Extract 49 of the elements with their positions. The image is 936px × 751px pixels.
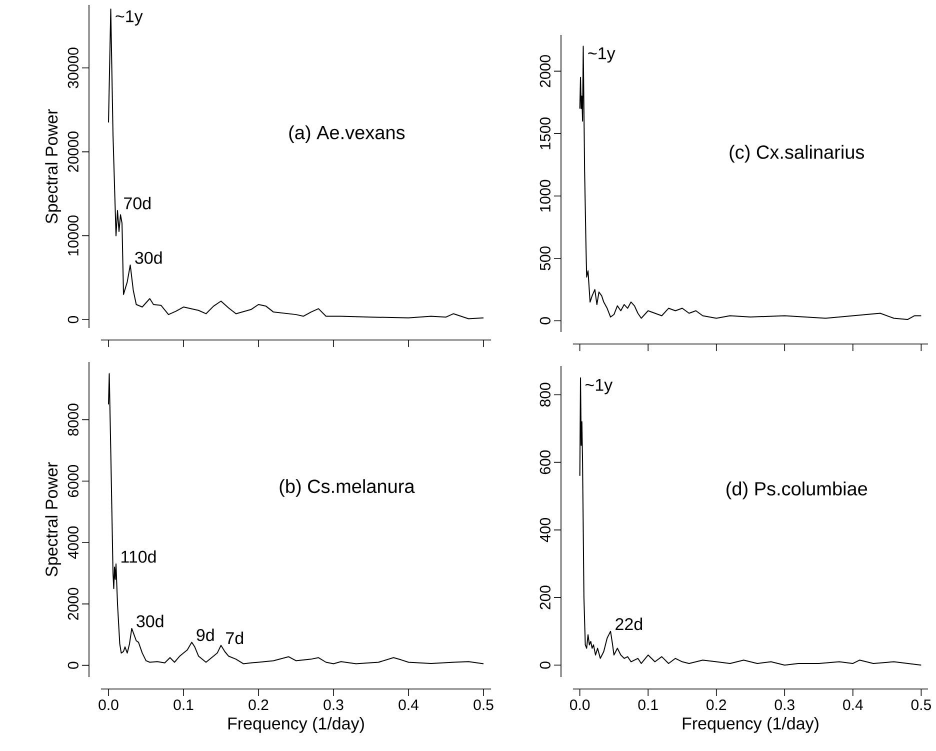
annotation: 7d [226, 632, 244, 644]
x-axis-title: Frequency (1/day) [682, 717, 818, 733]
x-tick-label: 0.3 [324, 700, 344, 710]
x-axis-title: Frequency (1/day) [228, 717, 364, 733]
annotation: ~1y [588, 47, 616, 63]
y-tick-label: 30000 [68, 48, 78, 88]
y-tick-label: 200 [540, 586, 550, 610]
annotation: 30d [136, 614, 164, 628]
x-tick-label: 0.4 [398, 700, 418, 710]
annotation: 22d [616, 618, 642, 630]
y-tick-label: 10000 [68, 215, 78, 256]
y-tick-label: 2000 [540, 55, 550, 88]
y-tick-label: 2000 [68, 588, 78, 620]
annotation: 9d [196, 628, 214, 642]
y-tick-label: 500 [540, 246, 550, 270]
y-tick-label: 1500 [540, 117, 550, 150]
y-tick-label: 20000 [68, 132, 78, 172]
x-tick-label: 0.5 [474, 700, 494, 710]
y-tick-label: 600 [540, 450, 550, 474]
annotation: 110d [122, 550, 156, 563]
x-tick-label: 0.2 [248, 700, 268, 710]
y-tick-label: 400 [540, 518, 550, 542]
y-tick-label: 4000 [68, 526, 78, 559]
y-axis-title: Spectral Power [45, 109, 61, 224]
y-tick-label: 1000 [540, 180, 550, 212]
text: (d) Ps.columbiae [726, 482, 868, 500]
x-tick-label: 0.0 [570, 700, 590, 710]
x-tick-label: 0.0 [98, 700, 118, 710]
y-tick-label: 0 [68, 662, 78, 669]
x-tick-label: 0.3 [774, 700, 794, 710]
x-tick-label: 0.1 [638, 700, 658, 710]
x-tick-label: 0.2 [706, 700, 726, 710]
annotation: 70d [124, 196, 150, 210]
y-axis-title: Spectral Power [45, 462, 61, 576]
y-tick-label: 0 [540, 662, 550, 669]
y-tick-label: 0 [68, 316, 78, 324]
text: (c) Cx.salinarius [730, 144, 864, 163]
text: (a) Ae.vexans [289, 125, 405, 144]
y-tick-label: 0 [540, 317, 550, 324]
x-tick-label: 0.1 [174, 700, 194, 710]
annotation: ~1y [585, 379, 613, 394]
x-tick-label: 0.4 [843, 700, 863, 710]
annotation: ~1y [116, 10, 143, 26]
annotation: 30d [135, 251, 162, 264]
y-tick-label: 8000 [68, 404, 78, 436]
y-tick-label: 800 [540, 382, 550, 407]
x-tick-label: 0.5 [911, 700, 931, 710]
text: (b) Cs.melanura [280, 479, 415, 497]
y-tick-label: 6000 [68, 465, 78, 498]
